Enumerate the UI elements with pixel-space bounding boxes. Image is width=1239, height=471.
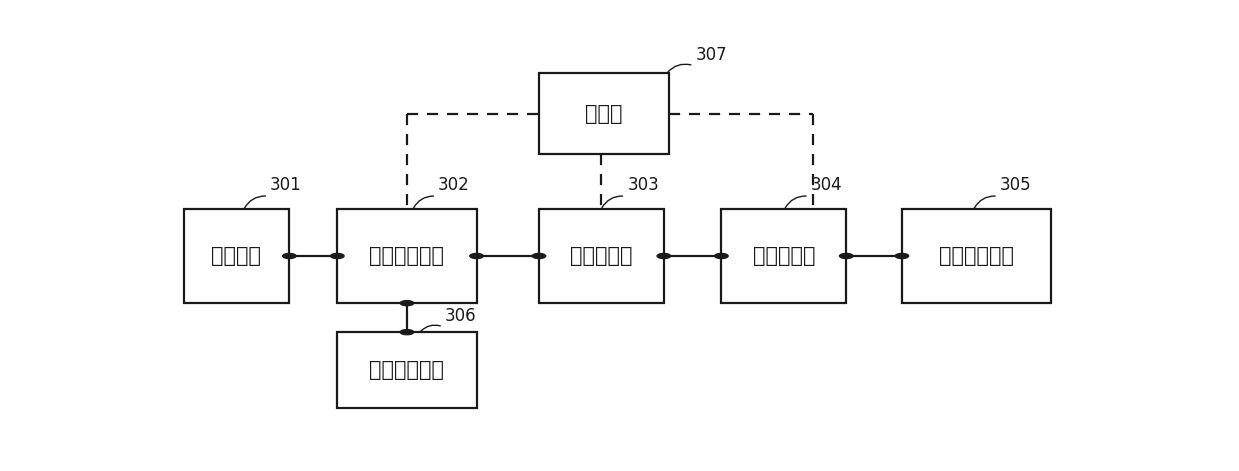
Circle shape: [400, 300, 414, 306]
Circle shape: [657, 253, 670, 259]
Bar: [539, 209, 664, 303]
Text: 第二变换器: 第二变换器: [752, 246, 815, 266]
Circle shape: [331, 253, 344, 259]
Text: 高压电池接口: 高压电池接口: [939, 246, 1014, 266]
Text: 307: 307: [695, 46, 727, 64]
Circle shape: [715, 253, 729, 259]
Circle shape: [840, 253, 852, 259]
Text: 302: 302: [439, 176, 470, 195]
Text: 303: 303: [627, 176, 659, 195]
Circle shape: [282, 253, 296, 259]
Bar: [337, 209, 477, 303]
Circle shape: [896, 253, 908, 259]
Text: 306: 306: [445, 307, 477, 325]
Circle shape: [400, 330, 414, 335]
Circle shape: [470, 253, 483, 259]
Bar: [539, 73, 669, 154]
Bar: [337, 332, 477, 408]
Bar: [902, 209, 1051, 303]
Text: 隔离切换开关: 隔离切换开关: [369, 246, 445, 266]
Bar: [183, 209, 290, 303]
Bar: [721, 209, 846, 303]
Text: 控制器: 控制器: [585, 104, 622, 124]
Text: 301: 301: [270, 176, 302, 195]
Text: 低压电池接口: 低压电池接口: [369, 360, 445, 380]
Text: 第一变换器: 第一变换器: [570, 246, 633, 266]
Text: 305: 305: [1000, 176, 1032, 195]
Text: 304: 304: [810, 176, 843, 195]
Circle shape: [533, 253, 545, 259]
Text: 交流接口: 交流接口: [212, 246, 261, 266]
